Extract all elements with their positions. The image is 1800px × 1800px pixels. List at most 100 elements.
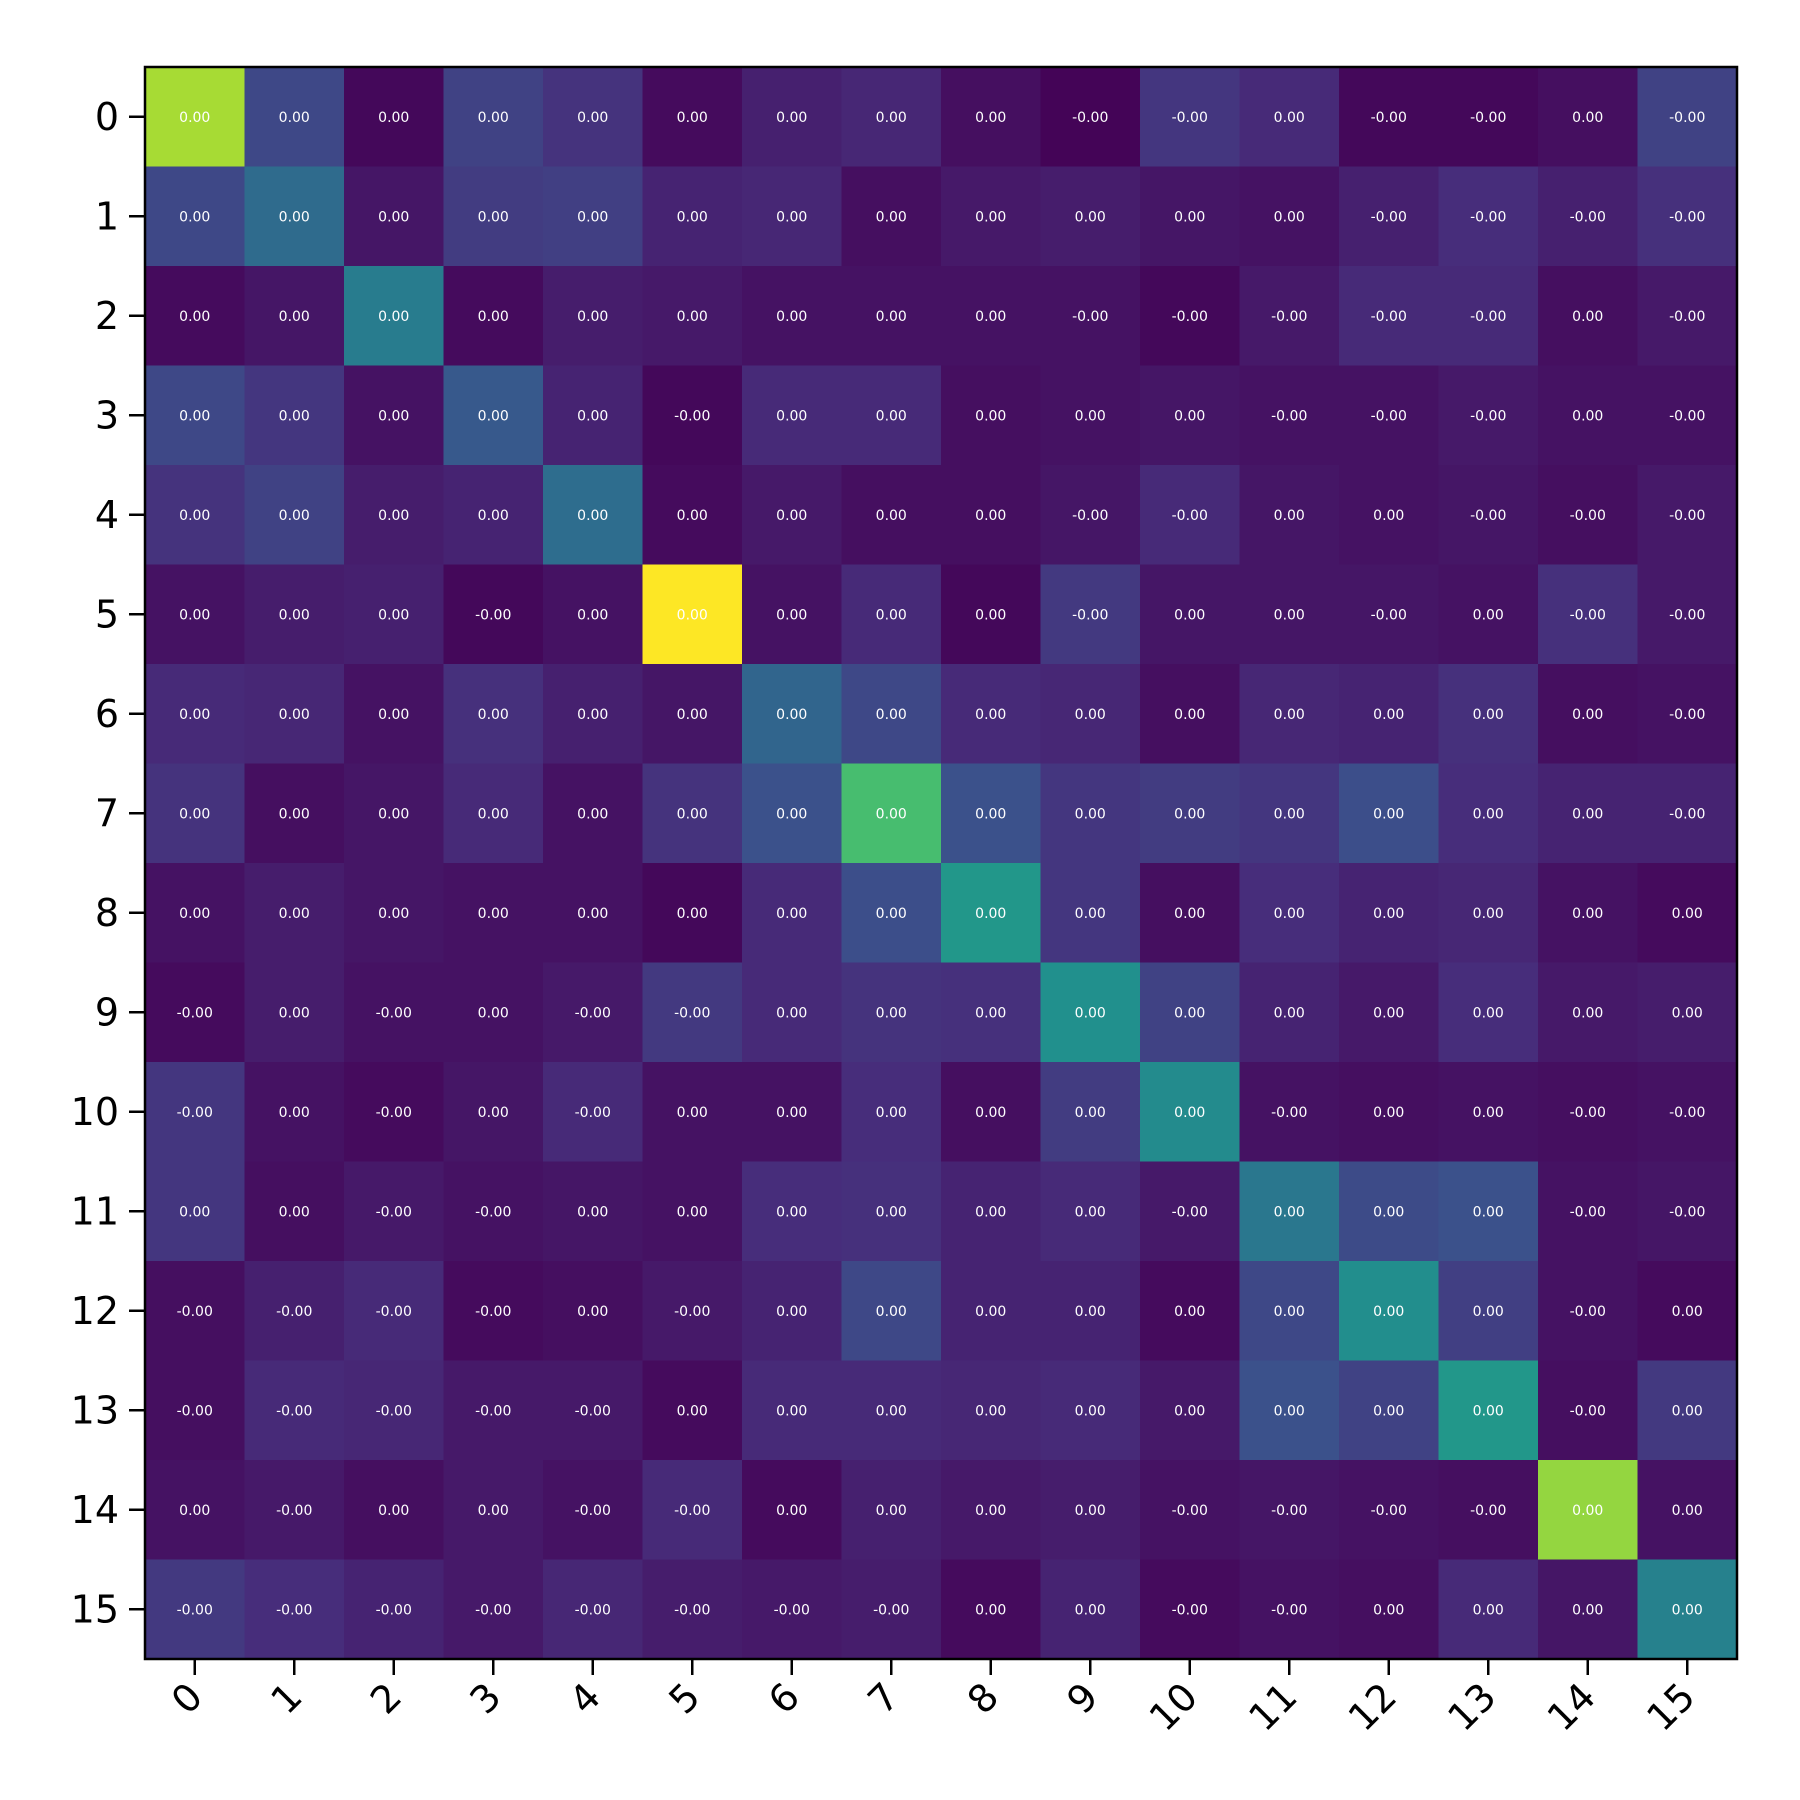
heatmap-cell (1239, 664, 1340, 764)
heatmap-cell (145, 166, 245, 267)
cell-annotation: 0.00 (1075, 1204, 1106, 1220)
cell-annotation: 0.00 (577, 110, 608, 126)
heatmap-cell (1140, 1062, 1240, 1162)
heatmap-cell (244, 1261, 345, 1361)
cell-annotation: 0.00 (378, 707, 409, 723)
heatmap-cell (1239, 166, 1340, 267)
heatmap-cell (344, 1161, 444, 1262)
heatmap-cell (1339, 67, 1439, 167)
heatmap-cell (145, 1261, 245, 1361)
cell-annotation: 0.00 (1572, 806, 1603, 822)
cell-annotation: -0.00 (1570, 1204, 1606, 1220)
heatmap-cell (841, 465, 942, 565)
cell-annotation: -0.00 (774, 1602, 810, 1618)
cell-annotation: 0.00 (776, 408, 807, 424)
heatmap-cell (244, 962, 345, 1063)
y-tick-label: 0 (95, 95, 119, 139)
heatmap-cell (1339, 1559, 1439, 1660)
heatmap-cell (1339, 863, 1439, 963)
heatmap-cell (1339, 465, 1439, 565)
cell-annotation: 0.00 (776, 707, 807, 723)
cell-annotation: 0.00 (1075, 1304, 1106, 1320)
heatmap-cell (1538, 365, 1638, 466)
y-tick-label: 12 (71, 1289, 119, 1333)
heatmap-cell (1339, 962, 1439, 1063)
heatmap-cell (244, 1062, 345, 1162)
cell-annotation: 0.00 (279, 508, 310, 524)
cell-annotation: 0.00 (1373, 1304, 1404, 1320)
cell-annotation: 0.00 (677, 906, 708, 922)
heatmap-cells (145, 67, 1738, 1660)
heatmap-cell (543, 763, 643, 864)
y-tick-label: 4 (95, 493, 119, 537)
cell-annotation: 0.00 (876, 209, 907, 225)
heatmap-cell (145, 1062, 245, 1162)
heatmap-cell (1438, 266, 1539, 366)
cell-annotation: 0.00 (179, 209, 210, 225)
heatmap-cell (841, 1161, 942, 1262)
cell-annotation: 0.00 (1274, 707, 1305, 723)
heatmap-cell (1438, 1360, 1539, 1461)
cell-annotation: 0.00 (975, 1503, 1006, 1519)
heatmap-cell (244, 266, 345, 366)
heatmap-cell (1040, 166, 1141, 267)
x-tick-label: 9 (1058, 1674, 1106, 1722)
cell-annotation: 0.00 (1274, 508, 1305, 524)
cell-annotation: 0.00 (179, 906, 210, 922)
cell-annotation: 0.00 (975, 1204, 1006, 1220)
cell-annotation: -0.00 (1570, 209, 1606, 225)
heatmap-cell (1140, 1559, 1240, 1660)
heatmap-cell (1637, 962, 1738, 1063)
heatmap-cell (642, 166, 743, 267)
cell-annotation: 0.00 (1373, 1403, 1404, 1419)
cell-annotation: 0.00 (179, 607, 210, 623)
cell-annotation: -0.00 (1371, 1503, 1407, 1519)
heatmap-cell (145, 465, 245, 565)
heatmap-cell (1538, 1460, 1638, 1560)
cell-annotation: 0.00 (1572, 408, 1603, 424)
cell-annotation: -0.00 (1371, 309, 1407, 325)
cell-annotation: 0.00 (179, 110, 210, 126)
heatmap-cell (642, 1161, 743, 1262)
heatmap-cell (841, 1559, 942, 1660)
heatmap-cell (1637, 166, 1738, 267)
heatmap-cell (941, 365, 1041, 466)
cell-annotation: 0.00 (378, 806, 409, 822)
cell-annotation: 0.00 (478, 309, 509, 325)
cell-annotation: 0.00 (577, 906, 608, 922)
heatmap-cell (841, 664, 942, 764)
heatmap-cell (344, 266, 444, 366)
heatmap-cell (344, 863, 444, 963)
cell-annotation: 0.00 (1672, 906, 1703, 922)
cell-annotation: -0.00 (475, 1204, 511, 1220)
cell-annotation: 0.00 (1473, 1304, 1504, 1320)
cell-annotation: -0.00 (1669, 110, 1705, 126)
cell-annotation: -0.00 (1669, 209, 1705, 225)
cell-annotation: 0.00 (1174, 1304, 1205, 1320)
cell-annotation: 0.00 (378, 1503, 409, 1519)
cell-annotation: -0.00 (276, 1304, 312, 1320)
heatmap-cell (1438, 863, 1539, 963)
cell-annotation: -0.00 (177, 1005, 213, 1021)
heatmap-cell (543, 1460, 643, 1560)
cell-annotation: 0.00 (577, 806, 608, 822)
heatmap-cell (443, 465, 544, 565)
cell-annotation: -0.00 (1669, 408, 1705, 424)
cell-annotation: 0.00 (677, 806, 708, 822)
heatmap-cell (1140, 564, 1240, 665)
heatmap-cell (1040, 1161, 1141, 1262)
cell-annotation: 0.00 (577, 508, 608, 524)
cell-annotation: -0.00 (376, 1005, 412, 1021)
cell-annotation: 0.00 (1075, 1602, 1106, 1618)
cell-annotation: -0.00 (1072, 508, 1108, 524)
cell-annotation: -0.00 (1172, 1503, 1208, 1519)
heatmap-cell (543, 1559, 643, 1660)
heatmap-cell (1538, 465, 1638, 565)
cell-annotation: 0.00 (478, 1105, 509, 1121)
cell-annotation: 0.00 (677, 707, 708, 723)
cell-annotation: -0.00 (1072, 110, 1108, 126)
cell-annotation: 0.00 (876, 1105, 907, 1121)
heatmap-cell (344, 962, 444, 1063)
cell-annotation: 0.00 (876, 309, 907, 325)
